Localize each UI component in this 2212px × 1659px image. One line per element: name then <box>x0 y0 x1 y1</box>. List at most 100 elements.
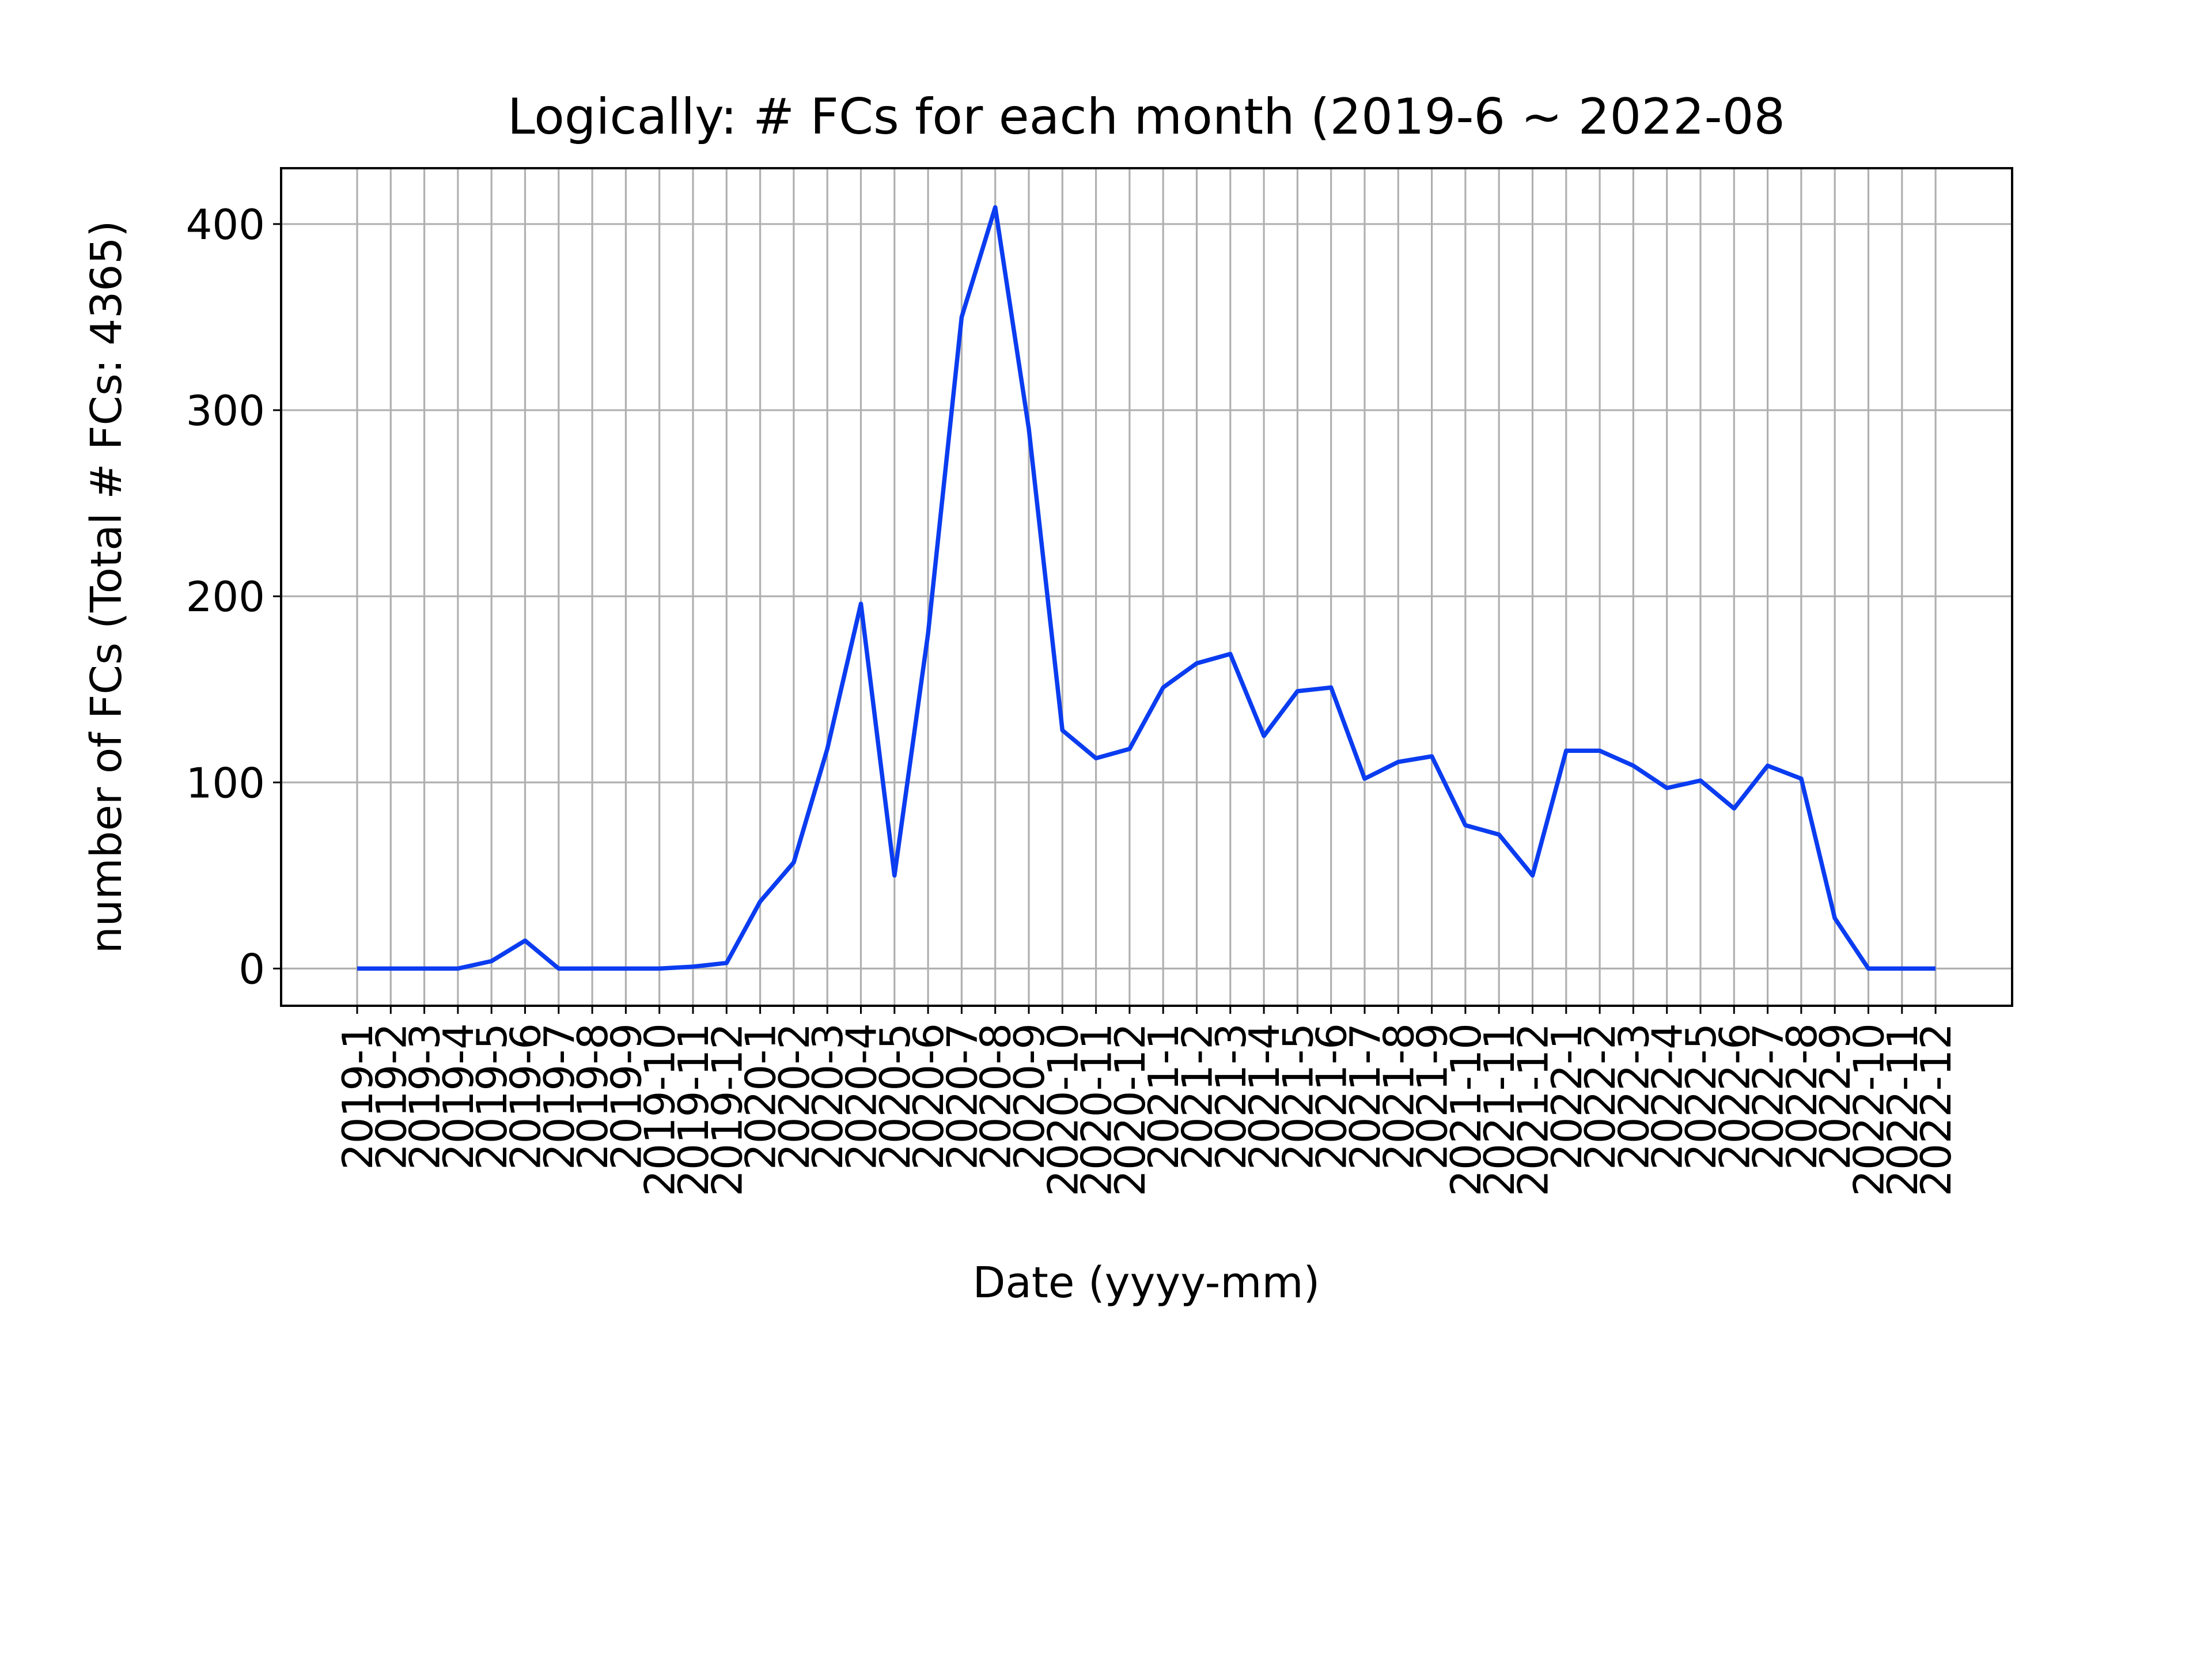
x-tick-label: 2022-12 <box>1912 1023 1960 1196</box>
data-point <box>355 966 359 971</box>
data-point <box>1698 778 1703 783</box>
series-layer <box>355 205 1938 971</box>
data-point <box>1195 661 1199 665</box>
data-point <box>590 966 594 971</box>
x-tick-label: 2020-4 <box>838 1023 886 1170</box>
data-point <box>1597 748 1602 753</box>
x-tick-label: 2020-9 <box>1005 1023 1054 1170</box>
data-point <box>1766 763 1770 768</box>
data-point <box>456 966 460 971</box>
data-point <box>1362 777 1367 781</box>
data-point <box>623 966 628 971</box>
x-tick-label: 2022-5 <box>1677 1023 1725 1170</box>
data-point <box>1933 966 1938 971</box>
x-tick-label: 2020-5 <box>871 1023 919 1170</box>
data-point <box>556 966 561 971</box>
x-tick-label: 2022-4 <box>1643 1023 1692 1170</box>
x-tick-label: 2022-2 <box>1576 1023 1624 1170</box>
y-tick-label: 0 <box>238 945 265 993</box>
grid-lines <box>281 168 2012 1006</box>
x-tick-label: 2022-1 <box>1543 1023 1591 1170</box>
x-tick-label: 2021-9 <box>1408 1023 1457 1170</box>
data-point <box>1228 652 1233 656</box>
x-tick-label: 2020-7 <box>938 1023 986 1170</box>
data-point <box>1866 966 1871 971</box>
x-tick-label: 2021-8 <box>1374 1023 1423 1170</box>
y-axis-label: number of FCs (Total # FCs: 4365) <box>82 221 131 954</box>
x-tick-label: 2022-9 <box>1811 1023 1859 1170</box>
x-tick-label: 2019-7 <box>535 1023 584 1170</box>
x-tick-label: 2020-10 <box>1039 1023 1087 1196</box>
data-point <box>993 205 998 210</box>
y-axis-ticks: 0 100 200 300 400 <box>186 200 281 993</box>
data-point <box>657 966 662 971</box>
data-point <box>1430 754 1434 759</box>
data-point <box>859 601 863 606</box>
chart-title: Logically: # FCs for each month (2019-6 … <box>507 88 1785 146</box>
y-tick-label: 300 <box>186 387 265 435</box>
data-point <box>959 315 964 319</box>
x-tick-label: 2020-6 <box>904 1023 953 1170</box>
x-tick-label: 2022-8 <box>1778 1023 1826 1170</box>
data-point <box>1832 916 1837 921</box>
x-tick-label: 2020-12 <box>1106 1023 1154 1196</box>
x-tick-label: 2021-4 <box>1240 1023 1289 1170</box>
x-axis-ticks: 2019-12019-22019-32019-42019-52019-62019… <box>334 1006 1960 1196</box>
x-tick-label: 2021-6 <box>1308 1023 1356 1170</box>
x-tick-label: 2019-6 <box>502 1023 550 1170</box>
x-tick-label: 2021-12 <box>1509 1023 1558 1196</box>
data-point <box>1295 689 1300 694</box>
data-point <box>1900 966 1904 971</box>
data-point <box>1463 823 1468 828</box>
x-tick-label: 2019-3 <box>401 1023 449 1170</box>
x-tick-label: 2020-2 <box>770 1023 819 1170</box>
data-point <box>1329 685 1334 690</box>
x-tick-label: 2021-11 <box>1475 1023 1524 1196</box>
data-point <box>1262 733 1266 738</box>
data-point <box>1396 760 1400 764</box>
x-tick-label: 2021-2 <box>1173 1023 1222 1170</box>
data-point <box>1631 763 1635 768</box>
x-tick-label: 2020-11 <box>1073 1023 1121 1196</box>
y-tick-label: 400 <box>186 200 265 249</box>
x-tick-label: 2022-11 <box>1878 1023 1927 1196</box>
x-tick-label: 2022-7 <box>1744 1023 1793 1170</box>
x-tick-label: 2021-10 <box>1442 1023 1490 1196</box>
x-tick-label: 2022-3 <box>1609 1023 1658 1170</box>
data-point <box>825 747 830 751</box>
x-tick-label: 2020-8 <box>972 1023 1020 1170</box>
x-tick-label: 2022-10 <box>1845 1023 1893 1196</box>
x-tick-label: 2019-8 <box>569 1023 617 1170</box>
data-point <box>758 899 763 904</box>
data-point <box>926 631 930 636</box>
x-tick-label: 2019-4 <box>434 1023 483 1170</box>
x-tick-label: 2019-2 <box>367 1023 415 1170</box>
x-tick-label: 2021-7 <box>1341 1023 1389 1170</box>
x-axis-label: Date (yyyy-mm) <box>973 1258 1320 1308</box>
data-point <box>1094 756 1099 760</box>
x-tick-label: 2019-9 <box>602 1023 650 1170</box>
data-point <box>892 873 897 878</box>
data-point <box>489 959 494 963</box>
data-point <box>1027 426 1031 431</box>
y-tick-label: 100 <box>186 759 265 807</box>
data-point <box>1531 873 1535 878</box>
x-tick-label: 2022-6 <box>1710 1023 1759 1170</box>
data-point <box>422 966 427 971</box>
y-tick-label: 200 <box>186 573 265 621</box>
x-tick-label: 2019-12 <box>703 1023 751 1196</box>
data-point <box>1799 777 1804 781</box>
data-point <box>1665 786 1669 790</box>
data-point <box>1060 728 1065 733</box>
data-point <box>1161 685 1165 690</box>
data-point <box>1732 806 1736 811</box>
x-tick-label: 2020-3 <box>804 1023 852 1170</box>
data-point <box>1497 832 1501 837</box>
x-tick-label: 2021-5 <box>1274 1023 1322 1170</box>
data-point <box>791 860 796 865</box>
plot-area <box>280 167 2013 1007</box>
x-tick-label: 2019-1 <box>334 1023 382 1170</box>
x-tick-label: 2020-1 <box>737 1023 785 1170</box>
